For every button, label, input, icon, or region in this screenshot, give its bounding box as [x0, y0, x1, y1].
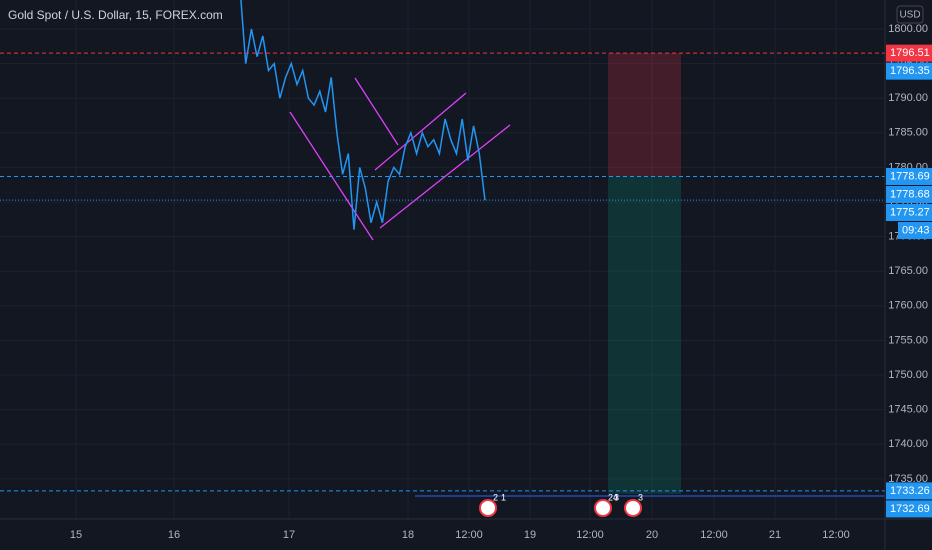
- stop-zone[interactable]: [608, 53, 681, 176]
- target-zone[interactable]: [608, 176, 681, 494]
- event-count: 2: [493, 492, 498, 502]
- price-label-bg: [886, 482, 932, 500]
- x-tick-label: 12:00: [822, 529, 850, 541]
- chart-title: Gold Spot / U.S. Dollar, 15, FOREX.com: [8, 8, 223, 22]
- event-count: 3: [638, 492, 643, 502]
- event-icon: [479, 499, 497, 517]
- event-marker[interactable]: 2: [479, 492, 498, 517]
- currency[interactable]: USD: [899, 10, 920, 21]
- event-count: 3: [614, 492, 619, 502]
- x-tick-label: 12:00: [455, 529, 483, 541]
- y-tick-label: 1745.00: [888, 404, 928, 416]
- event-marker[interactable]: 3: [624, 492, 643, 517]
- x-tick-label: 19: [524, 529, 536, 541]
- price-label: 1778.69: [890, 170, 930, 182]
- price-label: 1796.51: [890, 47, 930, 59]
- y-tick-label: 1740.00: [888, 438, 928, 450]
- price-label-bg: [886, 185, 932, 203]
- x-tick-label: 15: [70, 529, 82, 541]
- price-axis: [885, 0, 932, 550]
- trend-line[interactable]: [354, 77, 399, 146]
- price-label: 1775.27: [890, 206, 930, 218]
- event-marker[interactable]: 24: [594, 492, 618, 517]
- price-label-bg: [886, 500, 932, 518]
- y-tick-label: 1750.00: [888, 369, 928, 381]
- currency-button[interactable]: [896, 5, 924, 24]
- price-label-bg: [886, 203, 932, 221]
- x-tick-label: 21: [769, 529, 781, 541]
- price-label-bg: [886, 62, 932, 80]
- event-icon: [594, 499, 612, 517]
- price-label-bg: [886, 167, 932, 185]
- y-tick-label: 1800.00: [888, 23, 928, 35]
- y-tick-label: 1790.00: [888, 92, 928, 104]
- countdown-bg: [898, 221, 932, 239]
- event-marker[interactable]: 3: [614, 492, 619, 502]
- price-label: 1733.26: [890, 485, 930, 497]
- price-label: 1778.68: [890, 188, 930, 200]
- trend-line[interactable]: [374, 92, 467, 171]
- event-marker[interactable]: 1: [501, 492, 506, 502]
- event-count: 1: [501, 492, 506, 502]
- x-tick-label: 18: [402, 529, 414, 541]
- event-icon: [624, 499, 642, 517]
- y-tick-label: 1760.00: [888, 300, 928, 312]
- x-tick-label: 16: [168, 529, 180, 541]
- countdown: 09:43: [902, 224, 930, 236]
- price-label: 1732.69: [890, 503, 930, 515]
- price-label: 1796.35: [890, 65, 930, 77]
- y-tick-label: 1765.00: [888, 265, 928, 277]
- y-tick-label: 1735.00: [888, 473, 928, 485]
- y-tick-label: 1755.00: [888, 334, 928, 346]
- x-tick-label: 20: [646, 529, 658, 541]
- x-tick-label: 17: [283, 529, 295, 541]
- x-tick-label: 12:00: [576, 529, 604, 541]
- x-tick-label: 12:00: [700, 529, 728, 541]
- price-label-bg: [886, 44, 932, 62]
- event-count: 24: [608, 492, 618, 502]
- y-tick-label: 1785.00: [888, 127, 928, 139]
- price-line: [240, 0, 486, 230]
